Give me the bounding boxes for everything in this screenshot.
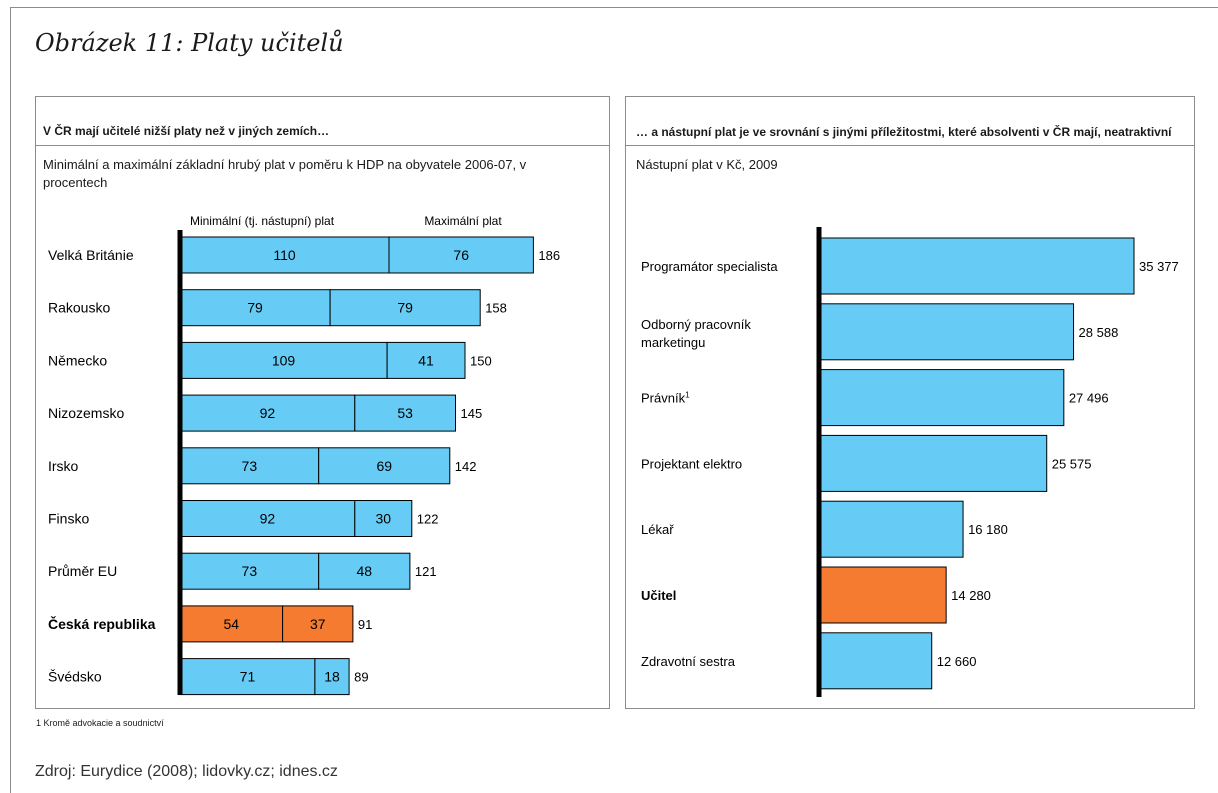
data-label-min: 109 <box>272 352 296 368</box>
category-label: Finsko <box>48 511 89 527</box>
category-label: Rakousko <box>48 300 110 316</box>
panel-teacher-salaries-eu: V ČR mají učitelé nižší platy než v jiný… <box>35 96 610 709</box>
category-label: Projektant elektro <box>641 456 742 471</box>
bar-max-salary <box>386 341 466 379</box>
bar-min-salary <box>179 394 356 432</box>
data-label-min: 79 <box>247 300 263 316</box>
bar-starting-salary <box>818 303 1075 361</box>
bar-starting-salary <box>818 434 1048 492</box>
source-note: Zdroj: Eurydice (2008); lidovky.cz; idne… <box>35 763 338 780</box>
bar-starting-salary <box>818 500 964 558</box>
bar-max-salary <box>318 552 411 590</box>
bar-min-salary <box>179 341 388 379</box>
data-label-max: 37 <box>310 616 326 632</box>
category-label: Velká Británie <box>48 247 134 263</box>
figure-title: Obrázek 11: Platy učitelů <box>35 29 344 57</box>
category-label: Odborný pracovník marketingu <box>641 317 751 350</box>
bar-max-salary <box>314 658 350 696</box>
data-label-max: 18 <box>324 669 340 685</box>
category-label: Právník1 <box>641 391 690 406</box>
stacked-bar-chart: Minimální (tj. nástupní) plat Maximální p… <box>48 214 560 696</box>
category-label: Švédsko <box>48 669 102 685</box>
data-label-value: 16 180 <box>968 522 1008 537</box>
data-label-max: 48 <box>357 563 373 579</box>
bar-starting-salary <box>818 566 947 624</box>
figure-frame <box>10 7 1218 793</box>
data-label-max: 69 <box>376 458 392 474</box>
panel-subtitle: Minimální a maximální základní hrubý pla… <box>43 157 527 190</box>
data-label-min: 73 <box>242 563 258 579</box>
data-label-total: 122 <box>417 512 439 527</box>
series-label-min: Minimální (tj. nástupní) plat <box>190 214 335 228</box>
data-label-max: 79 <box>397 300 413 316</box>
data-label-total: 158 <box>485 301 507 316</box>
category-label: Průměr EU <box>48 563 117 579</box>
data-label-min: 71 <box>240 669 256 685</box>
category-label: Irsko <box>48 458 79 474</box>
bar-max-salary <box>282 605 354 643</box>
bar-min-salary <box>179 447 320 485</box>
panel-header: … a nástupní plat je ve srovnání s jiným… <box>626 97 1194 146</box>
panel-starting-salaries-cz: … a nástupní plat je ve srovnání s jiným… <box>625 96 1195 709</box>
category-label: Česká republika <box>48 615 156 632</box>
bar-min-salary <box>179 236 390 274</box>
data-label-total: 142 <box>455 459 477 474</box>
bar-starting-salary <box>818 632 933 690</box>
data-label-max: 41 <box>418 352 434 368</box>
series-label-max: Maximální plat <box>424 214 502 228</box>
bar-min-salary <box>179 500 356 537</box>
data-label-value: 14 280 <box>951 588 991 603</box>
data-label-total: 91 <box>358 617 372 632</box>
data-label-total: 89 <box>354 670 368 685</box>
panel-header: V ČR mají učitelé nižší platy než v jiný… <box>36 97 609 146</box>
footnote: 1 Kromě advokacie a soudnictví <box>36 718 164 728</box>
data-label-total: 121 <box>415 564 437 579</box>
data-label-max: 30 <box>376 511 392 527</box>
data-label-value: 35 377 <box>1139 259 1179 274</box>
bar-max-salary <box>354 394 456 432</box>
category-label: Programátor specialista <box>641 259 778 274</box>
panel-heading: V ČR mají učitelé nižší platy než v jiný… <box>43 124 330 138</box>
bar-starting-salary <box>818 369 1065 427</box>
bar-max-salary <box>329 289 481 327</box>
bar-min-salary <box>179 552 320 590</box>
data-label-value: 25 575 <box>1052 456 1092 471</box>
category-label: Lékař <box>641 522 674 537</box>
data-label-value: 28 588 <box>1079 325 1119 340</box>
data-label-total: 150 <box>470 353 492 368</box>
data-label-value: 27 496 <box>1069 391 1109 406</box>
category-label: Učitel <box>641 588 676 603</box>
panel-heading: … a nástupní plat je ve srovnání s jiným… <box>636 125 1172 139</box>
bar-max-salary <box>388 236 534 274</box>
bar-max-salary <box>318 447 451 485</box>
data-label-value: 12 660 <box>937 654 977 669</box>
panel-subtitle: Nástupní plat v Kč, 2009 <box>636 157 778 172</box>
bar-starting-salary <box>818 237 1135 295</box>
data-label-max: 53 <box>397 405 413 421</box>
data-label-min: 73 <box>242 458 258 474</box>
data-label-min: 92 <box>260 511 276 527</box>
category-label: Zdravotní sestra <box>641 654 736 669</box>
data-label-max: 76 <box>453 247 469 263</box>
bar-min-salary <box>179 658 316 696</box>
category-label: Nizozemsko <box>48 405 124 421</box>
data-label-total: 186 <box>538 248 560 263</box>
data-label-min: 110 <box>273 247 296 263</box>
data-label-total: 145 <box>461 406 483 421</box>
data-label-min: 54 <box>224 616 240 632</box>
bar-max-salary <box>354 500 413 537</box>
data-label-min: 92 <box>260 405 276 421</box>
category-label: Německo <box>48 352 107 368</box>
bar-chart: Programátor specialista 35 377 Odborný pra… <box>641 227 1179 697</box>
